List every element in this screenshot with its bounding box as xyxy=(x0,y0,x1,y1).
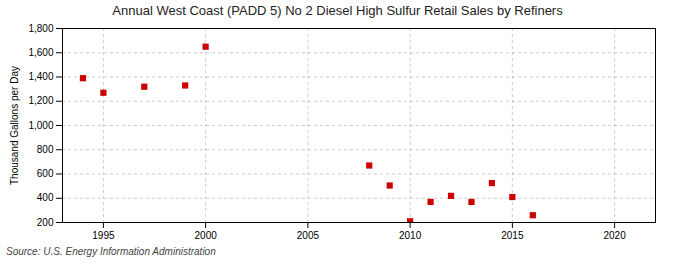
svg-text:1,200: 1,200 xyxy=(28,95,53,106)
html-text:Source: U.S. Energy Informatio: Source: U.S. Energy Information Administ… xyxy=(6,246,216,257)
svg-text:600: 600 xyxy=(37,168,54,179)
svg-text:200: 200 xyxy=(37,217,54,228)
svg-text:2005: 2005 xyxy=(297,230,320,241)
svg-text:1,800: 1,800 xyxy=(28,23,53,34)
svg-text:1,600: 1,600 xyxy=(28,47,53,58)
html-text:Annual West Coast (PADD 5) No: Annual West Coast (PADD 5) No 2 Diesel H… xyxy=(112,3,563,18)
svg-text:400: 400 xyxy=(37,192,54,203)
svg-text:2010: 2010 xyxy=(399,230,422,241)
svg-text:2015: 2015 xyxy=(501,230,524,241)
svg-text:1995: 1995 xyxy=(92,230,115,241)
svg-text:Thousand Gallons per Day: Thousand Gallons per Day xyxy=(9,66,20,185)
svg-text:1,000: 1,000 xyxy=(28,120,53,131)
svg-text:2020: 2020 xyxy=(603,230,626,241)
svg-text:1,400: 1,400 xyxy=(28,71,53,82)
svg-text:2000: 2000 xyxy=(195,230,218,241)
svg-text:800: 800 xyxy=(37,144,54,155)
